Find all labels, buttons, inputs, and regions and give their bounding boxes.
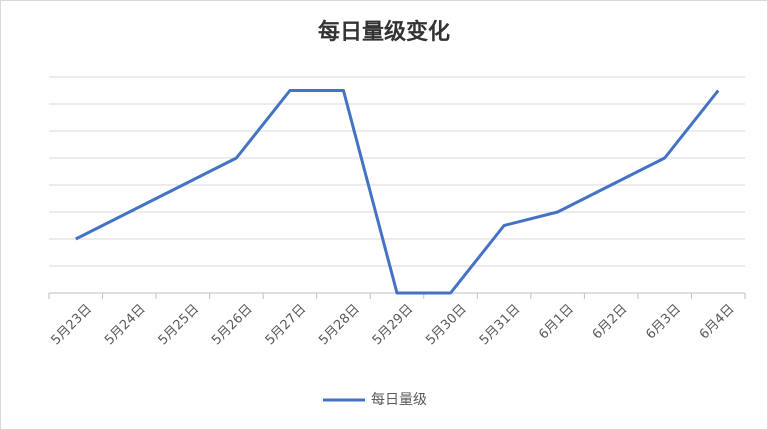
- line: [75, 89, 720, 295]
- chart-title: 每日量级变化: [318, 19, 450, 45]
- legend-label: 每日量级: [371, 392, 427, 408]
